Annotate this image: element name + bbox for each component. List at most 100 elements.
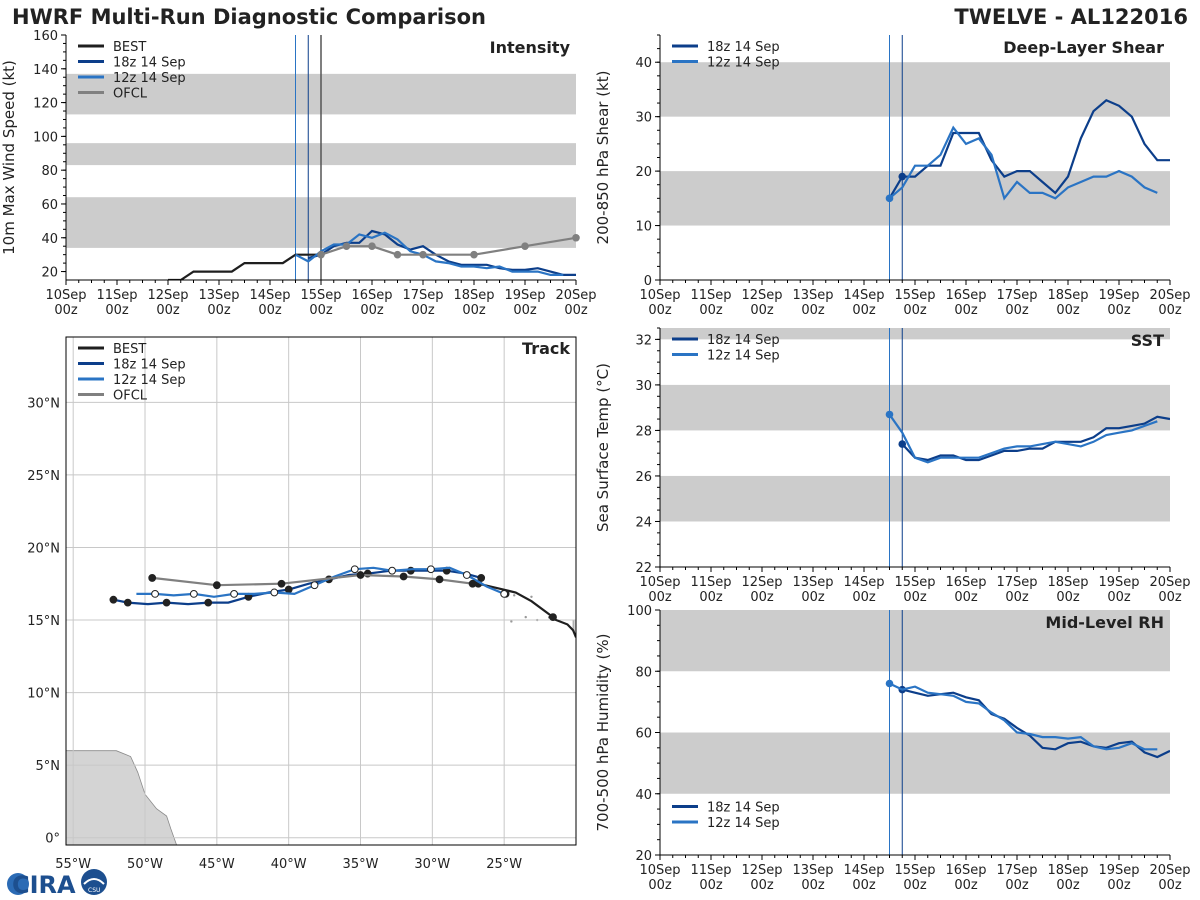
track-marker-ofcl: [468, 579, 477, 588]
track-line-best: [478, 582, 576, 638]
series-marker-run12z: [885, 410, 894, 419]
series-line-run12z: [294, 231, 564, 276]
x-tick-label: 17Sep: [996, 863, 1037, 878]
x-tick-label: 20Sep: [555, 288, 596, 303]
x-tick-sublabel: 00z: [54, 303, 78, 318]
lon-tick-label: 50°W: [127, 857, 163, 872]
lon-tick-label: 55°W: [55, 857, 91, 872]
x-tick-label: 19Sep: [1098, 288, 1139, 303]
chart-track: 55°W 50°W 45°W 40°W 35°W 30°W 25°W 0° 5°N 10°N 15°…: [27, 336, 577, 872]
x-tick-label: 15Sep: [894, 575, 935, 590]
series-marker-run18z: [898, 440, 907, 448]
track-marker-ofcl: [435, 575, 444, 584]
x-tick-label: 19Sep: [1098, 863, 1139, 878]
x-tick-label: 13Sep: [198, 288, 239, 303]
shaded-band: [660, 610, 1170, 672]
series-marker-run12z: [885, 194, 894, 203]
x-tick-label: 11Sep: [690, 575, 731, 590]
track-marker-run12z: [462, 571, 471, 579]
panel-title: SST: [1131, 331, 1164, 350]
track-marker-run12z: [230, 590, 238, 598]
series-marker-ofcl: [368, 242, 376, 251]
y-tick-label: 20: [635, 849, 652, 864]
series-line-run12z: [888, 125, 1158, 201]
track-marker-run12z: [270, 588, 279, 597]
y-tick-label: 24: [635, 515, 652, 530]
x-tick-sublabel: 00z: [309, 303, 333, 318]
x-tick-sublabel: 00z: [648, 878, 672, 893]
y-tick-label: 40: [635, 56, 652, 71]
x-tick-sublabel: 00z: [954, 590, 978, 605]
x-tick-label: 17Sep: [996, 575, 1037, 590]
y-axis-label: 10m Max Wind Speed (kt): [0, 60, 18, 255]
storm-id-title: TWELVE - AL122016: [954, 5, 1188, 29]
x-tick-sublabel: 00z: [156, 303, 180, 318]
x-tick-sublabel: 00z: [699, 878, 723, 893]
series-line-ofcl: [320, 236, 576, 256]
x-tick-sublabel: 00z: [648, 590, 672, 605]
shaded-band: [660, 328, 1170, 340]
x-tick-sublabel: 00z: [750, 590, 774, 605]
legend-label: 12z 14 Sep: [707, 816, 780, 831]
x-tick-label: 15Sep: [894, 288, 935, 303]
legend-label: 12z 14 Sep: [707, 56, 780, 71]
track-marker-run18z: [123, 598, 132, 607]
y-tick-label: 20: [41, 266, 58, 281]
y-tick-label: 60: [635, 727, 652, 742]
x-tick-label: 14Sep: [249, 288, 290, 303]
x-tick-label: 16Sep: [351, 288, 392, 303]
legend-label: 12z 14 Sep: [113, 373, 186, 388]
x-tick-sublabel: 00z: [1056, 590, 1080, 605]
series-line-run18z: [888, 99, 1170, 199]
legend-label: 12z 14 Sep: [113, 71, 186, 86]
legend-label: 12z 14 Sep: [707, 349, 780, 364]
y-tick-label: 120: [33, 97, 58, 112]
y-tick-label: 30: [635, 111, 652, 126]
x-tick-sublabel: 00z: [1107, 878, 1131, 893]
chart-intensity: 2040608010012014016010Sep00z11Sep00z12Se…: [0, 29, 597, 318]
chart-shear: 01020304010Sep00z11Sep00z12Sep00z13Sep00…: [594, 34, 1191, 318]
x-tick-label: 20Sep: [1149, 575, 1190, 590]
cira-logo-text: CIRA: [12, 871, 76, 898]
x-tick-sublabel: 00z: [1005, 303, 1029, 318]
y-tick-label: 160: [33, 29, 58, 44]
track-marker-run12z: [388, 566, 397, 575]
island: [510, 620, 513, 623]
cira-logo: CIRA CSU: [7, 869, 107, 898]
legend-label: BEST: [113, 342, 146, 357]
legend-label: 18z 14 Sep: [707, 40, 780, 55]
x-tick-sublabel: 00z: [513, 303, 537, 318]
x-tick-label: 16Sep: [945, 288, 986, 303]
shaded-band: [660, 171, 1170, 226]
panel-title: Mid-Level RH: [1045, 613, 1164, 632]
track-marker-run12z: [310, 581, 319, 590]
panel-title: Deep-Layer Shear: [1003, 38, 1164, 57]
y-axis-label: Sea Surface Temp (°C): [594, 363, 612, 532]
x-tick-label: 10Sep: [639, 288, 680, 303]
series-marker-ofcl: [470, 250, 478, 259]
y-tick-label: 30: [635, 379, 652, 394]
y-tick-label: 60: [41, 198, 58, 213]
series-marker-run18z: [898, 172, 907, 181]
track-marker-run18z: [109, 595, 118, 604]
series-line-run18z: [901, 415, 1170, 462]
x-tick-sublabel: 00z: [801, 590, 825, 605]
x-tick-label: 12Sep: [741, 288, 782, 303]
series-marker-ofcl: [393, 250, 402, 259]
x-tick-sublabel: 00z: [207, 303, 231, 318]
x-tick-label: 14Sep: [843, 863, 884, 878]
x-tick-label: 20Sep: [1149, 863, 1190, 878]
x-tick-sublabel: 00z: [1056, 878, 1080, 893]
x-tick-label: 14Sep: [843, 575, 884, 590]
track-marker-run12z: [500, 590, 509, 598]
x-tick-sublabel: 00z: [1158, 303, 1182, 318]
lat-tick-label: 25°N: [27, 469, 60, 484]
series-marker-ofcl: [419, 250, 427, 259]
track-marker-run12z: [427, 565, 435, 574]
x-tick-label: 18Sep: [1047, 863, 1088, 878]
shaded-band: [660, 732, 1170, 794]
x-tick-sublabel: 00z: [801, 303, 825, 318]
track-marker-run12z: [151, 590, 159, 598]
island: [513, 594, 516, 597]
